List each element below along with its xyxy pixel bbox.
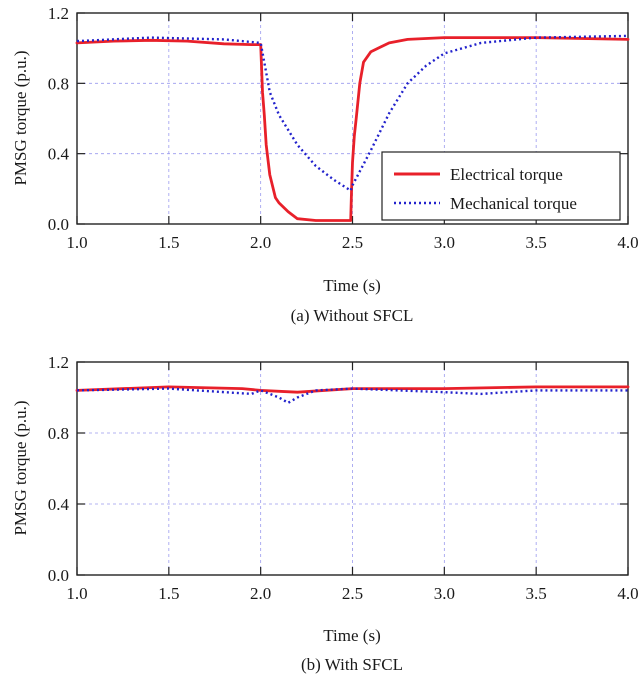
chart-a-ylabel: PMSG torque (p.u.) <box>11 50 30 185</box>
legend-electrical-label: Electrical torque <box>450 165 563 184</box>
x-tick-label: 1.0 <box>66 233 87 252</box>
y-tick-label: 1.2 <box>48 353 69 372</box>
legend-mechanical-label: Mechanical torque <box>450 194 577 213</box>
x-tick-label: 4.0 <box>617 233 638 252</box>
x-tick-label: 2.5 <box>342 233 363 252</box>
chart-a-caption: (a) Without SFCL <box>291 306 414 325</box>
chart-b-xlabel: Time (s) <box>323 626 380 645</box>
x-tick-label: 3.5 <box>526 233 547 252</box>
chart-a-xlabel: Time (s) <box>323 276 380 295</box>
chart-b: 1.0 1.5 2.0 2.5 3.0 3.5 4.0 0.0 0.4 0.8 1.2 PMSG t… <box>11 353 639 674</box>
chart-a-legend: Electrical torque Mechanical torque <box>382 152 620 220</box>
chart-b-caption: (b) With SFCL <box>301 655 403 674</box>
x-tick-label: 2.5 <box>342 584 363 603</box>
chart-b-grid <box>77 362 628 575</box>
x-tick-label: 2.0 <box>250 233 271 252</box>
y-tick-label: 0.0 <box>48 566 69 585</box>
x-tick-label: 4.0 <box>617 584 638 603</box>
y-tick-label: 0.4 <box>48 145 70 164</box>
x-tick-label: 3.0 <box>434 233 455 252</box>
y-tick-label: 0.0 <box>48 215 69 234</box>
y-tick-label: 0.8 <box>48 74 69 93</box>
y-tick-label: 0.4 <box>48 495 70 514</box>
x-tick-label: 1.5 <box>158 233 179 252</box>
x-tick-label: 3.0 <box>434 584 455 603</box>
y-tick-label: 1.2 <box>48 4 69 23</box>
chart-b-ylabel: PMSG torque (p.u.) <box>11 400 30 535</box>
x-tick-label: 1.5 <box>158 584 179 603</box>
x-tick-label: 3.5 <box>526 584 547 603</box>
x-tick-label: 2.0 <box>250 584 271 603</box>
chart-a: 1.0 1.5 2.0 2.5 3.0 3.5 4.0 0.0 0.4 0.8 1.2 PMSG t… <box>11 4 639 325</box>
y-tick-label: 0.8 <box>48 424 69 443</box>
x-tick-label: 1.0 <box>66 584 87 603</box>
